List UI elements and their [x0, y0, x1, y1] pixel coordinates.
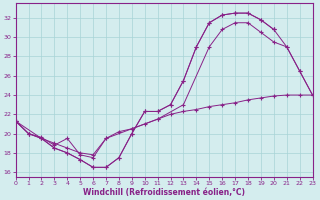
- X-axis label: Windchill (Refroidissement éolien,°C): Windchill (Refroidissement éolien,°C): [83, 188, 245, 197]
